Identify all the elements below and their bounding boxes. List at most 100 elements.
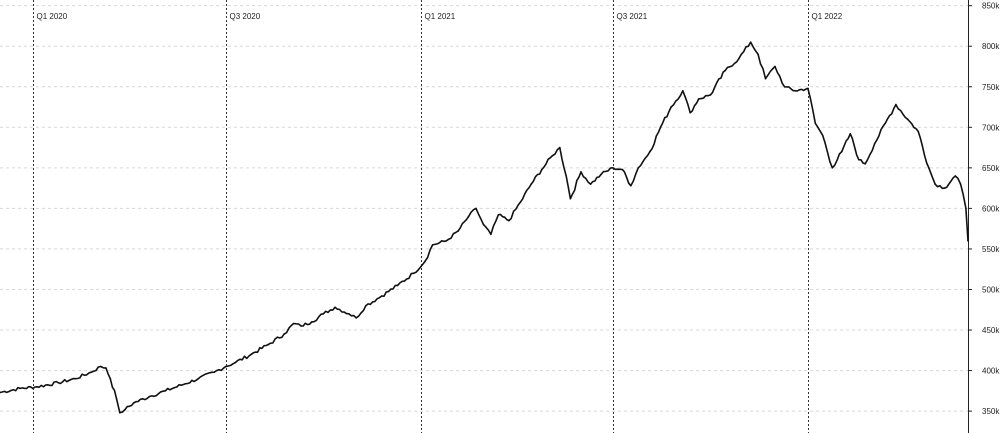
y-tick-label: 600k (982, 204, 1000, 213)
data-point (148, 395, 151, 398)
data-point (74, 377, 77, 380)
series-line (0, 41, 969, 414)
quarter-label: Q3 2020 (230, 12, 261, 21)
data-point (689, 111, 691, 114)
data-point (559, 146, 561, 149)
data-point (864, 163, 866, 165)
data-point (630, 184, 632, 187)
data-point (519, 201, 522, 203)
horizontal-gridlines (0, 5, 968, 412)
y-tick-label: 500k (982, 285, 1000, 294)
data-point (490, 233, 492, 236)
data-point (621, 168, 624, 171)
data-point (954, 175, 957, 177)
data-point (164, 390, 167, 392)
data-point (917, 130, 919, 133)
data-point (213, 371, 215, 374)
data-point (396, 284, 399, 287)
data-point (197, 377, 200, 380)
data-point (783, 86, 786, 88)
data-point (99, 365, 102, 368)
data-point (365, 304, 367, 307)
data-point (124, 408, 126, 411)
quarter-label: Q1 2022 (812, 12, 843, 21)
data-point (600, 173, 602, 176)
data-point (132, 402, 135, 404)
data-point (109, 377, 112, 380)
data-point (858, 158, 860, 161)
data-point (873, 142, 876, 145)
data-point (355, 317, 358, 319)
series-layer (0, 41, 969, 414)
data-point (431, 244, 434, 246)
data-point (967, 240, 969, 242)
data-point (300, 325, 302, 327)
quarter-label: Q3 2021 (617, 12, 648, 21)
data-point (589, 183, 592, 185)
data-point (884, 122, 887, 125)
data-point (57, 381, 60, 384)
data-point (310, 321, 313, 323)
data-point (530, 183, 532, 185)
data-point (412, 272, 415, 275)
data-point (380, 295, 383, 297)
data-point (943, 187, 946, 189)
data-point (36, 386, 38, 388)
data-point (649, 150, 651, 153)
data-point (467, 215, 470, 218)
data-point (670, 106, 672, 108)
data-point (709, 94, 712, 96)
data-point (250, 353, 253, 356)
data-point (475, 207, 477, 210)
y-tick-label: 450k (982, 326, 1000, 335)
data-point (424, 260, 427, 262)
data-point (569, 197, 572, 200)
data-point (457, 230, 459, 232)
data-point (757, 53, 759, 56)
data-point (807, 87, 809, 90)
y-tick-label: 750k (982, 83, 1000, 92)
data-point (334, 306, 336, 309)
data-point (90, 371, 92, 374)
data-point (565, 175, 567, 177)
data-point (659, 126, 662, 129)
data-point (348, 313, 350, 315)
data-point (551, 154, 554, 157)
data-point (105, 367, 107, 369)
data-point (292, 322, 295, 325)
data-point (895, 103, 897, 106)
data-point (322, 313, 325, 315)
y-tick-label: 650k (982, 164, 1000, 173)
data-point (959, 183, 962, 185)
data-point (749, 41, 752, 43)
data-point (612, 167, 614, 169)
data-point (774, 65, 776, 68)
y-tick-label: 700k (982, 123, 1000, 132)
data-point (445, 240, 448, 242)
data-point (906, 118, 909, 120)
data-point (267, 343, 270, 346)
data-point (697, 98, 700, 100)
data-point (225, 365, 227, 368)
quarter-label: Q1 2021 (425, 12, 456, 21)
data-point (119, 411, 121, 414)
data-point (928, 167, 930, 169)
data-point (965, 207, 967, 210)
data-point (234, 361, 237, 364)
data-point (637, 167, 640, 169)
data-point (814, 122, 817, 125)
data-point (283, 333, 285, 335)
y-tick-label: 350k (982, 407, 1000, 416)
data-point (724, 69, 726, 72)
quarter-markers: Q1 2020 Q3 2020 Q1 2021 Q3 2021 Q1 2022 (33, 0, 843, 433)
data-point (580, 171, 582, 173)
data-point (934, 183, 936, 185)
data-point (841, 150, 843, 153)
data-point (849, 133, 852, 135)
data-point (497, 214, 500, 216)
quarter-label: Q1 2020 (37, 12, 68, 21)
y-tick-label: 550k (982, 245, 1000, 254)
data-point (764, 77, 767, 80)
data-point (831, 167, 834, 169)
data-point (180, 384, 183, 387)
